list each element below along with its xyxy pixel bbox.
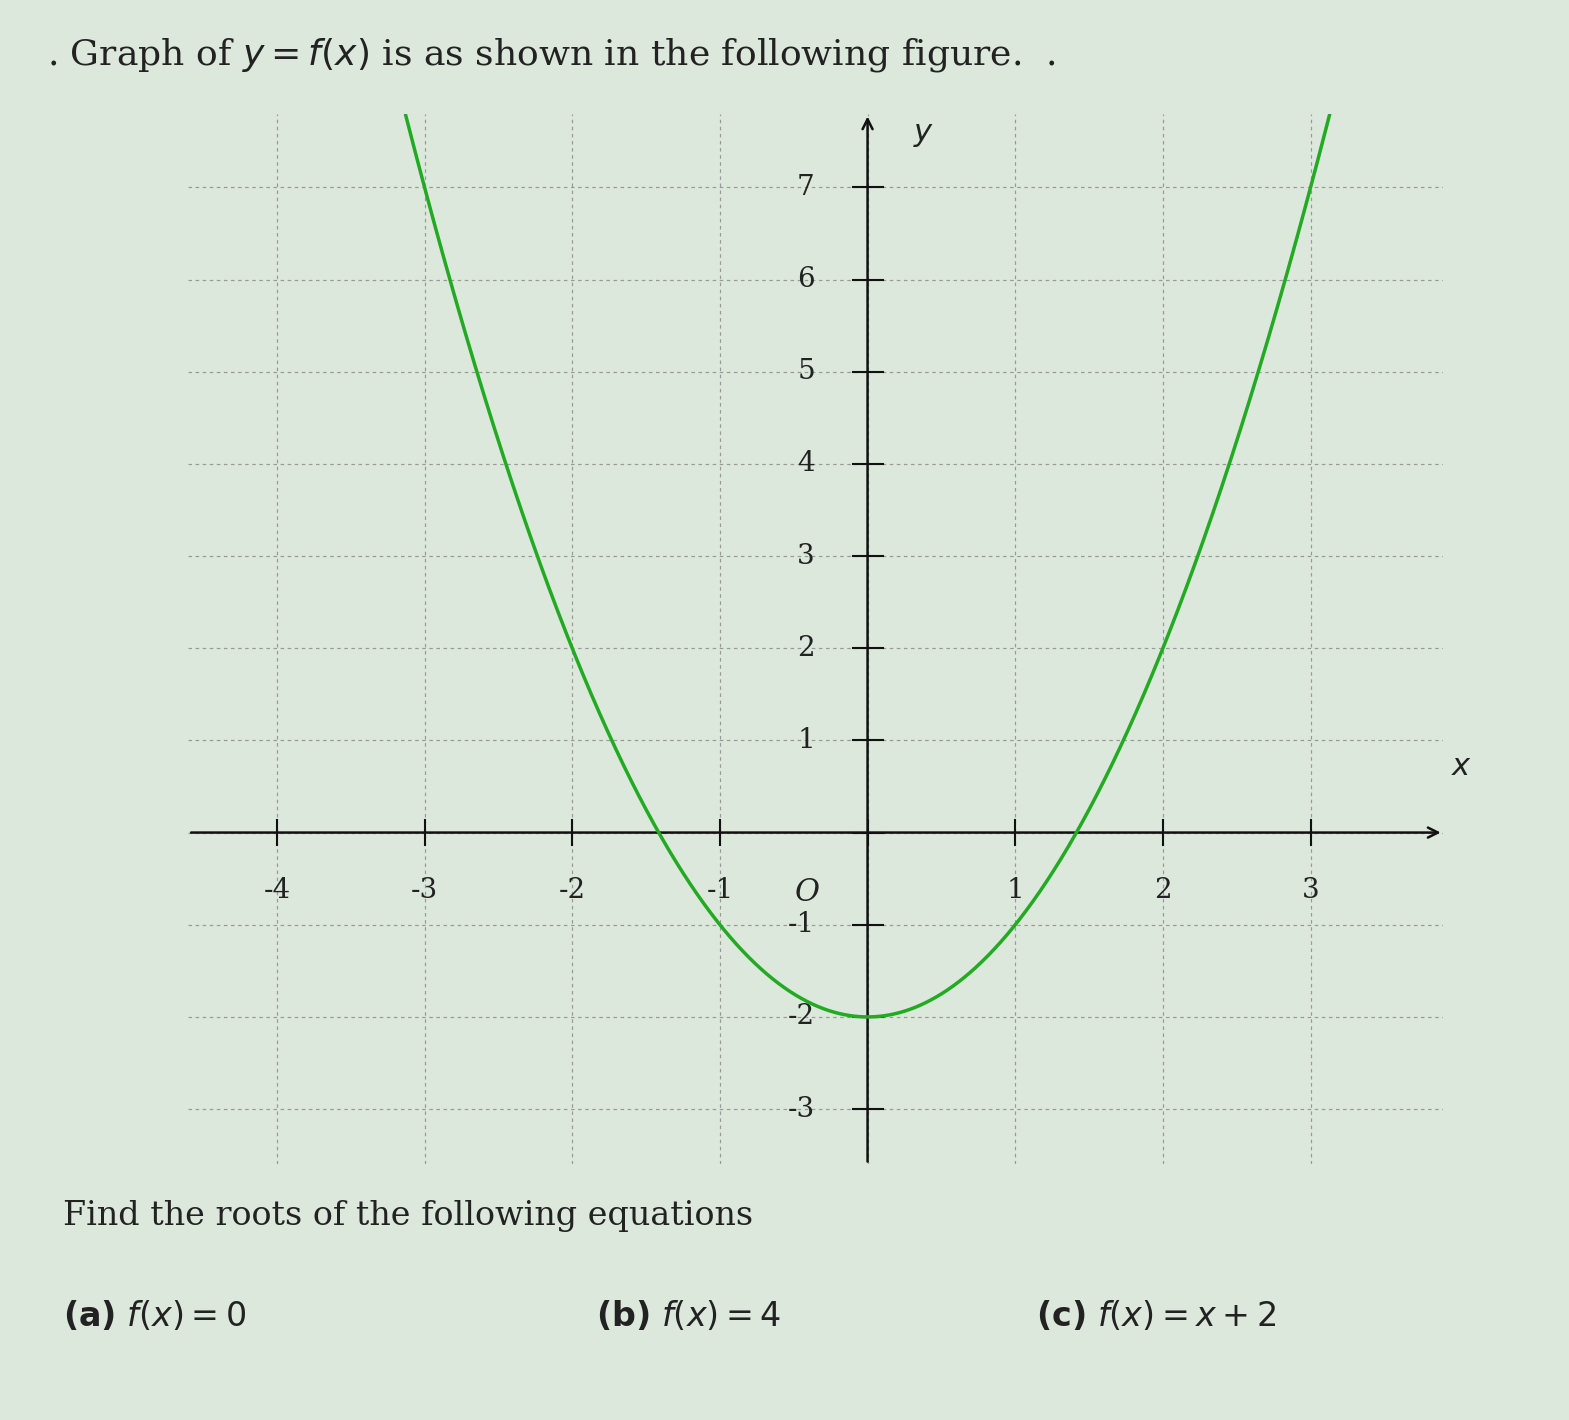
Text: 6: 6	[797, 266, 814, 293]
Text: $y$: $y$	[913, 118, 934, 149]
Text: -4: -4	[264, 876, 290, 903]
Text: 1: 1	[1006, 876, 1025, 903]
Text: 3: 3	[797, 542, 814, 569]
Text: 2: 2	[1155, 876, 1172, 903]
Text: $\mathbf{(c)}\ f(x) = x + 2$: $\mathbf{(c)}\ f(x) = x + 2$	[1036, 1299, 1276, 1333]
Text: -1: -1	[788, 912, 814, 939]
Text: 1: 1	[797, 727, 814, 754]
Text: -2: -2	[788, 1004, 814, 1031]
Text: $\mathbf{(b)}\ f(x) = 4$: $\mathbf{(b)}\ f(x) = 4$	[596, 1299, 781, 1333]
Text: 5: 5	[797, 358, 814, 385]
Text: 3: 3	[1302, 876, 1320, 903]
Text: -1: -1	[706, 876, 734, 903]
Text: 2: 2	[797, 635, 814, 662]
Text: -3: -3	[411, 876, 438, 903]
Text: Find the roots of the following equations: Find the roots of the following equation…	[63, 1200, 753, 1233]
Text: -2: -2	[559, 876, 585, 903]
Text: O: O	[794, 876, 819, 907]
Text: -3: -3	[788, 1096, 814, 1123]
Text: . Graph of $y = f(x)$ is as shown in the following figure.  .: . Graph of $y = f(x)$ is as shown in the…	[47, 36, 1056, 74]
Text: 4: 4	[797, 450, 814, 477]
Text: $x$: $x$	[1451, 751, 1472, 782]
Text: $\mathbf{(a)}\ f(x) = 0$: $\mathbf{(a)}\ f(x) = 0$	[63, 1299, 246, 1333]
Text: 7: 7	[797, 173, 814, 200]
